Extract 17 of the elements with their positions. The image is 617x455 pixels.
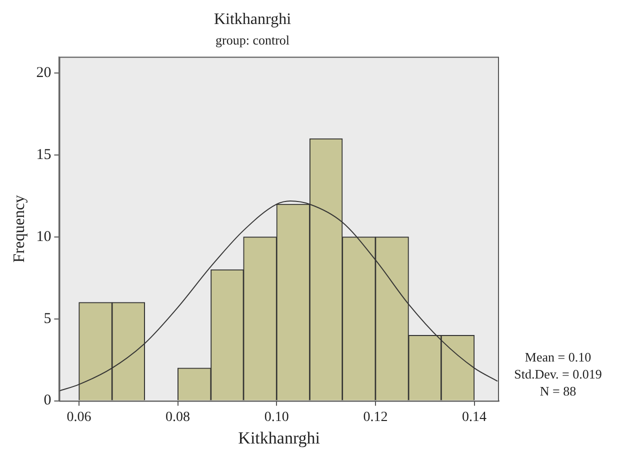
text: Std.Dev. = 0.019 bbox=[514, 366, 602, 382]
chart-subtitle: group: control bbox=[215, 32, 290, 48]
x-tick-label: 0.08 bbox=[166, 410, 190, 425]
x-tick-label: 0.12 bbox=[363, 410, 388, 425]
chart-title: Kitkhanrghi bbox=[214, 10, 292, 28]
y-tick-label: 0 bbox=[44, 392, 52, 409]
y-axis-title: Frequency bbox=[10, 195, 28, 263]
y-tick-label: 15 bbox=[36, 147, 52, 164]
text: Mean = 0.10 bbox=[524, 350, 592, 365]
x-axis-title: Kitkhanrghi bbox=[238, 428, 320, 448]
y-tick-label: 10 bbox=[36, 228, 52, 245]
y-tick-label: 20 bbox=[36, 65, 52, 82]
x-tick-label: 0.14 bbox=[462, 410, 487, 425]
text: N = 88 bbox=[540, 384, 576, 399]
x-tick-label: 0.10 bbox=[264, 410, 289, 425]
x-tick-label: 0.06 bbox=[66, 410, 92, 425]
y-tick-label: 5 bbox=[44, 310, 52, 327]
